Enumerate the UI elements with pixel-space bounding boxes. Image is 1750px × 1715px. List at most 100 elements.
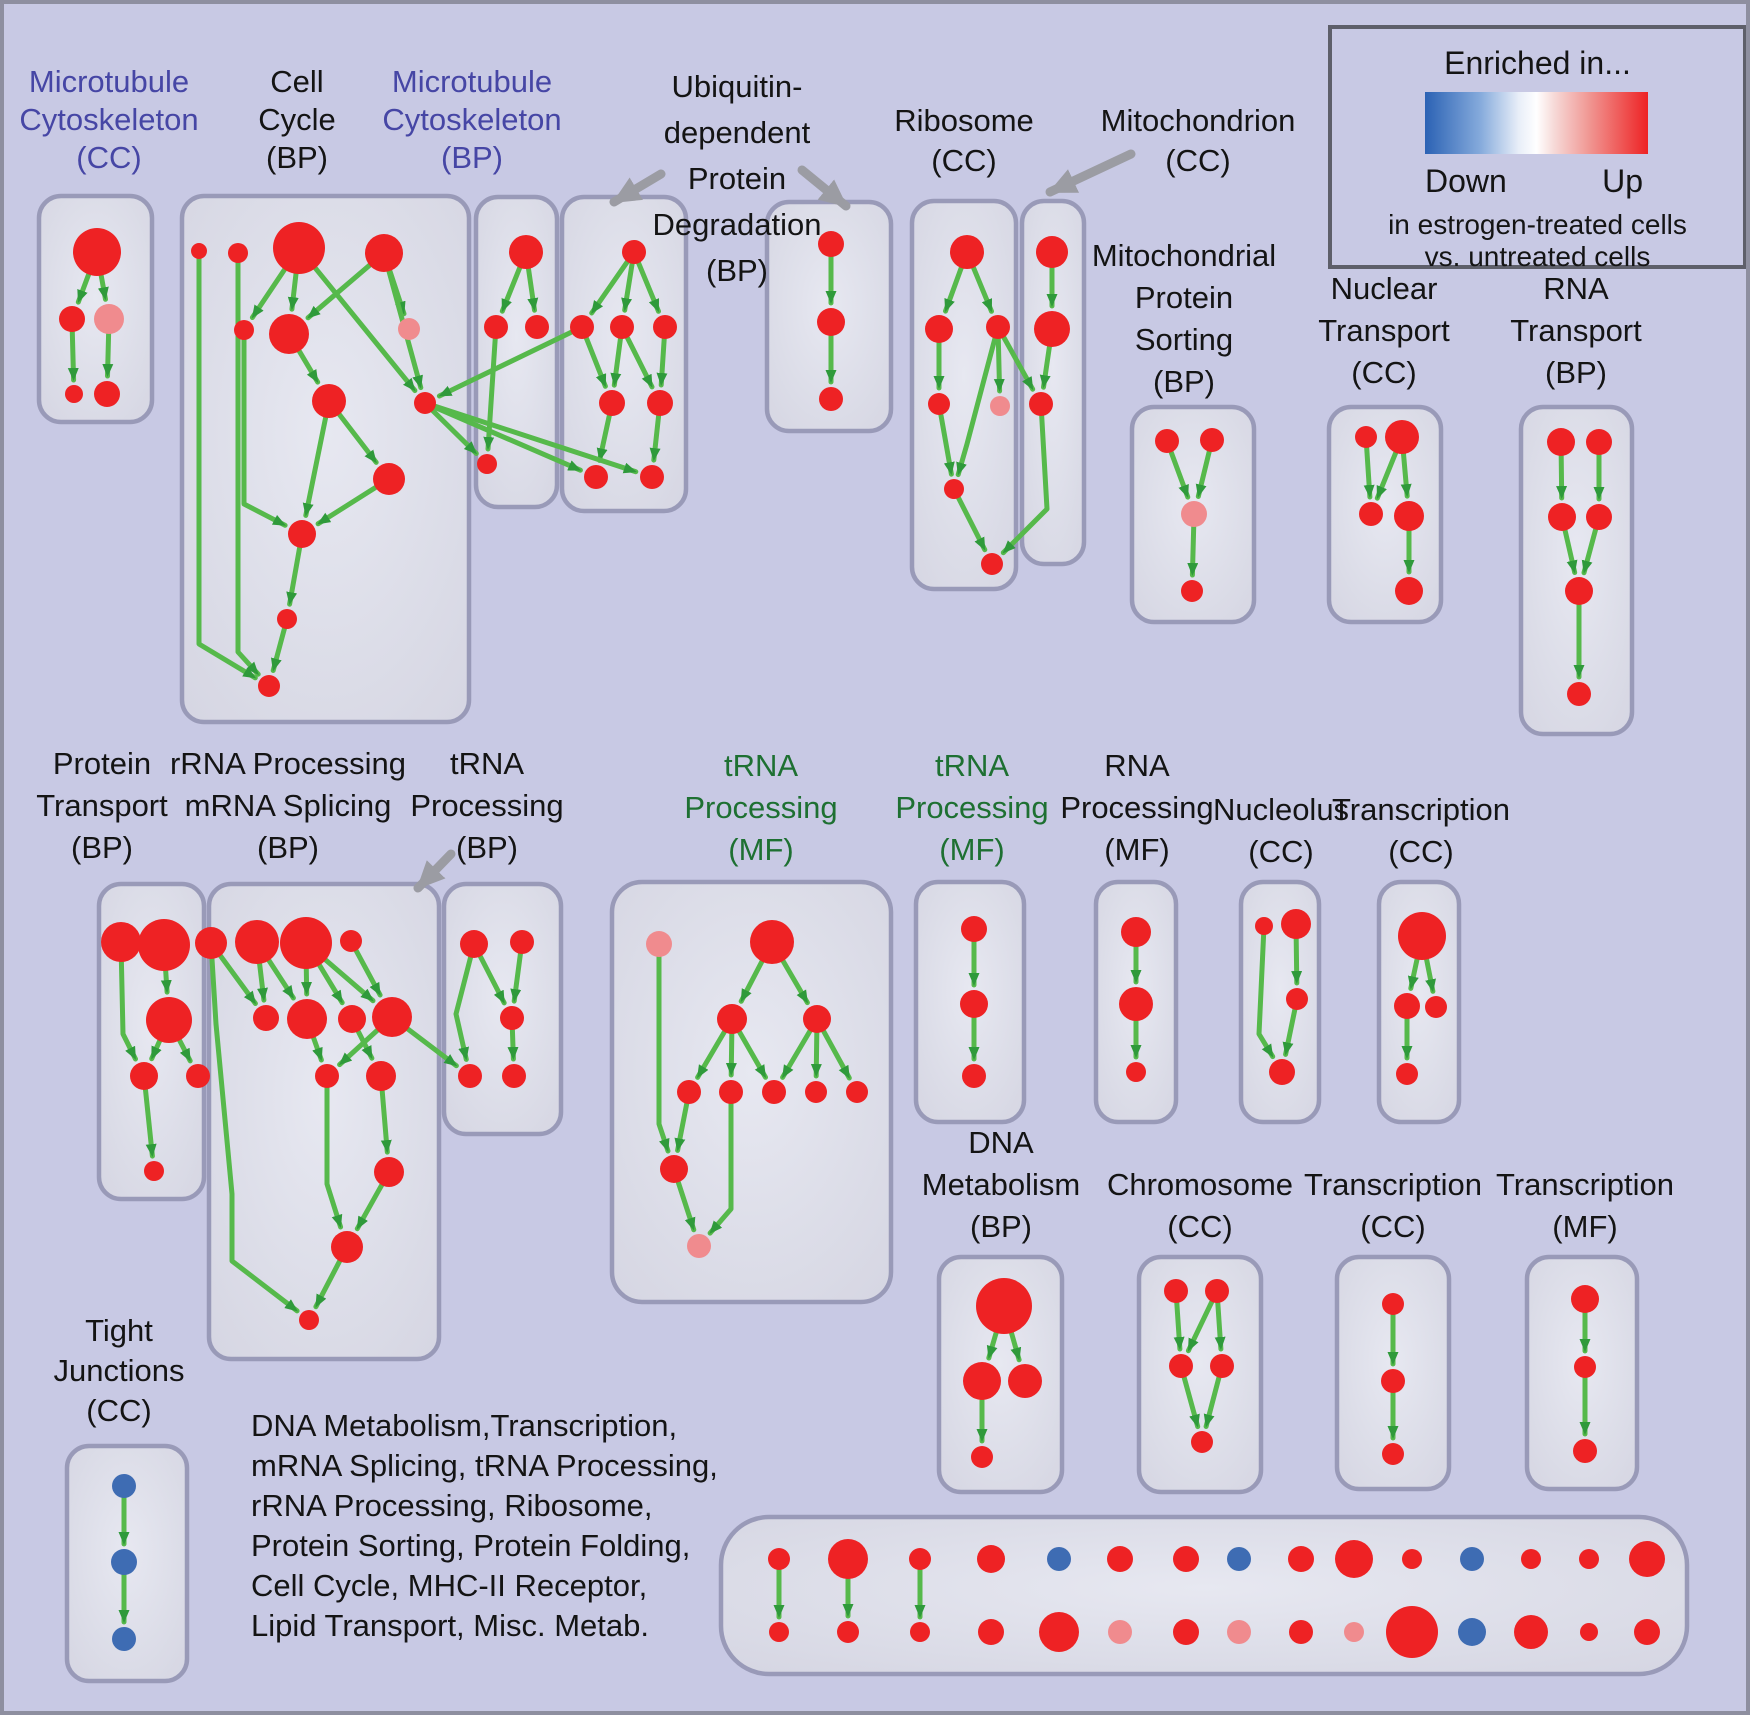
- edge-arrow: [1581, 527, 1599, 576]
- go-term-node-summary-t13: [1521, 1549, 1541, 1569]
- go-term-node-trna-mf-X: [660, 1155, 688, 1183]
- go-term-node-cell-cycle-hub: [414, 392, 436, 414]
- summary-text-line: Cell Cycle, MHC-II Receptor,: [251, 1568, 647, 1603]
- edge-arrow: [1562, 528, 1578, 575]
- go-term-node-cell-cycle-f: [269, 314, 309, 354]
- cluster-box-ub1: [559, 194, 689, 514]
- cluster-label-protein-transport: (BP): [71, 830, 133, 865]
- go-term-node-trna-mf2-v3: [962, 1064, 986, 1088]
- go-term-node-protein-transport-n2: [138, 919, 190, 971]
- edge-arrow: [75, 272, 92, 305]
- edge-arrow: [821, 1028, 852, 1081]
- edge-arrow: [674, 1101, 690, 1153]
- go-term-node-summary-t1: [768, 1548, 790, 1570]
- go-term-node-summary-t6: [1107, 1546, 1133, 1572]
- go-term-node-summary-u3: [910, 1622, 930, 1642]
- cluster-labels: MicrotubuleCytoskeleton(CC)CellCycle(BP)…: [19, 64, 1674, 1428]
- go-term-node-rrna-D: [331, 1231, 363, 1263]
- edge-arrow: [738, 959, 765, 1004]
- go-term-node-rrna-C1: [315, 1064, 339, 1088]
- cluster-label-ubiquitin: Degradation: [653, 207, 822, 242]
- go-term-node-cell-cycle-j: [288, 520, 316, 548]
- edge-arrow: [270, 626, 287, 673]
- go-term-node-ub1-t: [622, 240, 646, 264]
- go-term-node-rna-transport-tl: [1547, 428, 1575, 456]
- go-term-node-trna-mf-b1: [677, 1080, 701, 1104]
- go-term-node-trna-mf-MR: [803, 1005, 831, 1033]
- cluster-box-nucleolus: [1238, 879, 1322, 1125]
- edge-arrow: [1407, 957, 1420, 991]
- go-term-node-transcription-cc-bt: [1396, 1063, 1418, 1085]
- cluster-label-nuclear-transport: (CC): [1351, 355, 1416, 390]
- go-term-node-summary-t2: [828, 1539, 868, 1579]
- go-term-node-trna-mf-b2: [719, 1080, 743, 1104]
- edge-arrow: [1424, 957, 1436, 994]
- summary-text-line: mRNA Splicing, tRNA Processing,: [251, 1448, 718, 1483]
- edge-arrow: [810, 1030, 822, 1079]
- edge-arrow: [1214, 1300, 1226, 1352]
- go-term-node-rrna-A2: [235, 920, 279, 964]
- go-term-node-cell-cycle-h: [312, 384, 346, 418]
- cluster-label-mps: Mitochondrial: [1092, 238, 1276, 273]
- go-term-node-summary-t11: [1402, 1549, 1422, 1569]
- go-term-node-dna-metabolism-bt: [971, 1446, 993, 1468]
- edge-arrow: [526, 266, 539, 313]
- go-term-node-summary-t8: [1227, 1547, 1251, 1571]
- go-term-node-trna-mf-pk: [646, 931, 672, 957]
- edge-arrow: [737, 1029, 768, 1080]
- edge-arrow: [1195, 449, 1212, 499]
- go-term-node-summary-u11: [1386, 1606, 1438, 1658]
- edge-arrow: [596, 413, 612, 463]
- go-term-node-trna-mf-P: [687, 1234, 711, 1258]
- go-term-node-rna-transport-cv: [1565, 577, 1593, 605]
- cluster-label-trna-mf: Processing: [684, 790, 837, 825]
- cluster-label-ribosome: Ribosome: [894, 103, 1034, 138]
- edge-arrow: [241, 337, 288, 528]
- go-term-node-nuc-transport-tr: [1385, 420, 1419, 454]
- go-term-node-tight-junctions-v2: [111, 1549, 137, 1575]
- go-term-node-transcription-mf-v2: [1574, 1356, 1596, 1378]
- cluster-box-mt-bp: [473, 194, 560, 510]
- go-term-node-transcription-mf-v1: [1571, 1285, 1599, 1313]
- cluster-label-nuclear-transport: Transport: [1318, 313, 1450, 348]
- bottom-text-block: DNA Metabolism,Transcription, mRNA Splici…: [251, 1408, 718, 1643]
- edge-arrow: [956, 495, 988, 553]
- label-pointer-arrow: [1045, 149, 1136, 197]
- go-term-node-summary-u2: [837, 1621, 859, 1643]
- go-term-node-nucleolus-md: [1286, 988, 1308, 1010]
- go-term-node-rrna-A4: [340, 930, 362, 952]
- edge-arrow: [102, 331, 114, 379]
- edge-arrow: [97, 273, 109, 302]
- network-nodes: [59, 222, 1665, 1658]
- go-term-node-mps-tr: [1200, 428, 1224, 452]
- go-term-node-mito-m: [1034, 311, 1070, 347]
- cluster-label-ubiquitin: (BP): [706, 253, 768, 288]
- edge-arrow: [499, 265, 523, 314]
- go-term-node-ribosome-bt: [981, 553, 1003, 575]
- edge-arrow: [589, 259, 630, 316]
- edge-arrow: [405, 1026, 459, 1069]
- edge-arrow: [955, 336, 998, 478]
- go-term-node-transcription-cc-mr: [1425, 996, 1447, 1018]
- go-term-node-summary-u13: [1514, 1615, 1548, 1649]
- go-term-node-ub2-v3: [819, 387, 843, 411]
- go-term-node-mt-bp-l: [484, 315, 508, 339]
- go-term-node-protein-transport-n4: [130, 1062, 158, 1090]
- go-term-node-protein-transport-n1: [101, 922, 141, 962]
- go-term-node-transcription-cc2-v3: [1382, 1443, 1404, 1465]
- go-term-node-trna-bp-T1: [460, 930, 488, 958]
- go-term-node-rrna-C2: [366, 1061, 396, 1091]
- legend-down-label: Down: [1425, 163, 1507, 199]
- go-term-node-rnap-mf-v3: [1126, 1062, 1146, 1082]
- edge-arrow: [507, 1027, 519, 1062]
- go-term-node-rrna-A1: [195, 927, 227, 959]
- edge-arrow: [675, 1179, 697, 1233]
- cluster-box-dna-metabolism: [936, 1254, 1065, 1495]
- go-term-node-cell-cycle-b: [228, 243, 248, 263]
- cluster-box-cell-cycle: [179, 193, 472, 725]
- go-term-node-protein-transport-n6: [144, 1161, 164, 1181]
- go-term-node-summary-t10: [1335, 1540, 1373, 1578]
- edge-arrow: [707, 1101, 734, 1236]
- cluster-label-mt-cc: Microtubule: [29, 64, 189, 99]
- go-term-node-trna-bp-M: [500, 1006, 524, 1030]
